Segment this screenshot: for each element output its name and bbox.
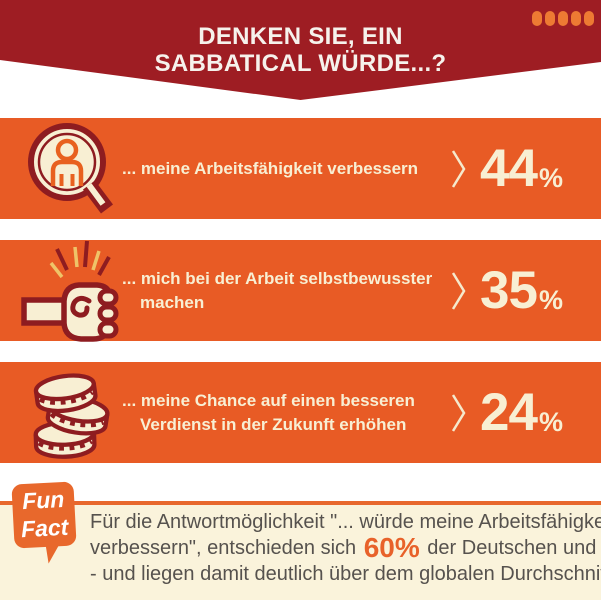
funfact-line-1: Für die Antwortmöglichkeit "... würde me… — [90, 511, 601, 533]
funfact-background — [0, 505, 601, 600]
stat-row-selbstbewusster: ... mich bei der Arbeit selbstbewusster … — [0, 239, 601, 343]
stat-value: 24 % — [480, 386, 563, 439]
stat-label-line-2: machen — [140, 292, 205, 312]
speech-bubble-tail — [45, 542, 64, 564]
funfact-badge-line-1: Fun — [21, 485, 65, 515]
stat-label-line-1: ... meine Arbeitsfähigkeit verbessern — [122, 158, 419, 178]
chevron-right-icon — [444, 271, 474, 311]
funfact-line-3: - und liegen damit deutlich über dem glo… — [90, 563, 601, 585]
chevron-right-icon — [444, 393, 474, 433]
page-title: DENKEN SIE, EIN SABBATICAL WÜRDE...? — [0, 23, 601, 77]
header-banner: DENKEN SIE, EIN SABBATICAL WÜRDE...? — [0, 0, 601, 100]
funfact-divider — [0, 501, 601, 505]
person-magnifier-icon — [18, 122, 122, 216]
stat-label: ... meine Arbeitsfähigkeit verbessern — [122, 157, 444, 181]
stat-value-number: 24 — [480, 383, 538, 442]
stat-value: 44 % — [480, 142, 563, 195]
stat-label: ... mich bei der Arbeit selbstbewusster … — [122, 267, 444, 315]
stat-value-number: 35 — [480, 261, 538, 320]
dot-icon — [584, 11, 594, 26]
chevron-right-icon — [444, 149, 474, 189]
stat-row-arbeitsfaehigkeit: ... meine Arbeitsfähigkeit verbessern 44… — [0, 118, 601, 219]
title-line-1: DENKEN SIE, EIN — [198, 23, 403, 50]
funfact-section: Fun Fact Für die Antwortmöglichkeit "...… — [0, 481, 601, 600]
percent-sign: % — [538, 407, 563, 437]
coins-icon — [18, 365, 122, 461]
funfact-speech-bubble-icon: Fun Fact — [11, 481, 77, 564]
dot-icon — [558, 11, 568, 26]
funfact-highlight: 60% — [363, 532, 420, 563]
dot-icon — [532, 11, 542, 26]
stat-label: ... meine Chance auf einen besseren Verd… — [122, 389, 444, 437]
funfact-line-2: verbessern", entschieden sich 60% der De… — [90, 532, 601, 563]
fist-icon — [18, 239, 122, 343]
percent-sign: % — [538, 163, 563, 193]
funfact-line-2-before: verbessern", entschieden sich — [90, 537, 362, 559]
percent-sign: % — [538, 285, 563, 315]
stat-label-line-1: ... mich bei der Arbeit selbstbewusster — [122, 268, 433, 288]
dot-icon — [545, 11, 555, 26]
stat-label-line-2: Verdienst in der Zukunft erhöhen — [140, 414, 407, 434]
stat-label-line-1: ... meine Chance auf einen besseren — [122, 390, 415, 410]
title-line-2: SABBATICAL WÜRDE...? — [154, 50, 447, 77]
dots-row — [532, 11, 594, 26]
stat-value-number: 44 — [480, 139, 538, 198]
funfact-text: Für die Antwortmöglichkeit "... würde me… — [90, 509, 601, 587]
funfact-line-2-after: der Deutschen und der Spanier — [427, 537, 601, 559]
dot-icon — [571, 11, 581, 26]
funfact-badge-line-2: Fact — [20, 513, 69, 543]
stat-row-verdienst: ... meine Chance auf einen besseren Verd… — [0, 362, 601, 463]
stat-value: 35 % — [480, 264, 563, 317]
